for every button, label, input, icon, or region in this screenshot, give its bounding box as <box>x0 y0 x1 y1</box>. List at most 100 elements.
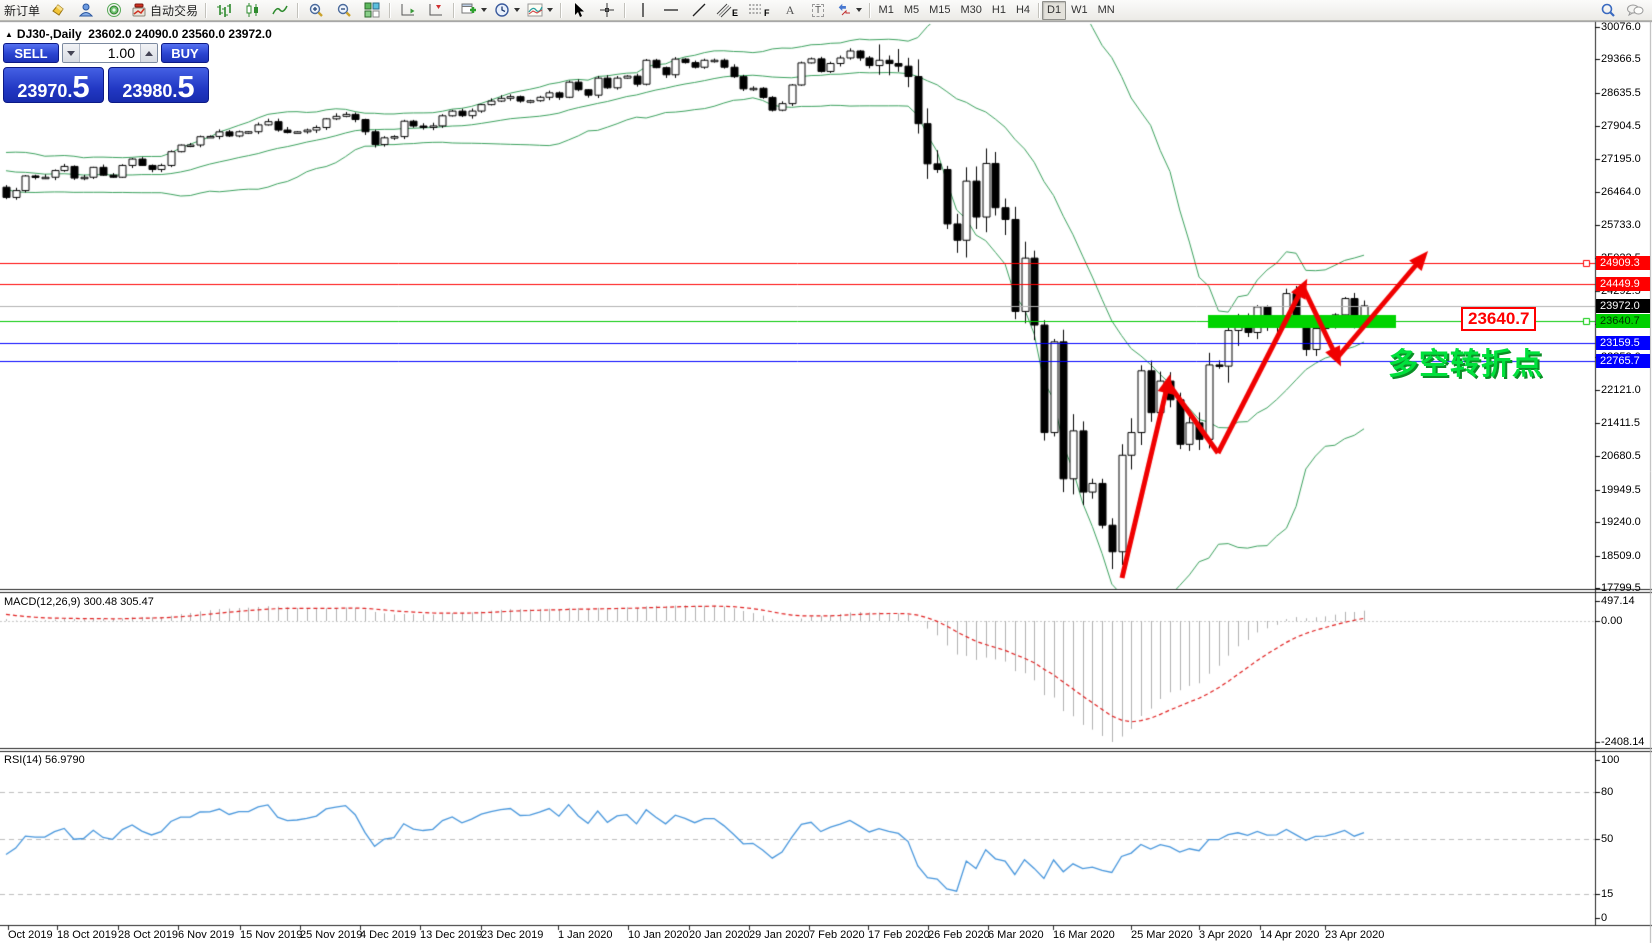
price-tick-label: 26464.0 <box>1601 186 1641 199</box>
gold-tag-icon <box>50 2 66 18</box>
sell-price-dot: . <box>67 81 73 101</box>
text-button[interactable]: A <box>777 0 804 21</box>
price-annotation-box[interactable]: 23640.7 <box>1461 307 1537 331</box>
rsi-tick-label: 0 <box>1601 912 1608 924</box>
chevron-down-icon <box>547 8 554 12</box>
trendline-button[interactable] <box>685 0 712 21</box>
terminal-button[interactable] <box>44 0 71 21</box>
timeframe-button-M30[interactable]: M30 <box>960 4 982 16</box>
date-tick-label: 23 Dec 2019 <box>481 929 544 941</box>
date-tick-label: 10 Jan 2020 <box>628 929 689 941</box>
zoom-in-button[interactable] <box>302 0 329 21</box>
sell-price-frac: 5 <box>72 69 90 104</box>
chat-icon <box>1626 2 1644 18</box>
fibo-letter: F <box>764 8 770 18</box>
new-chart-button[interactable] <box>458 0 490 21</box>
date-tick-label: 16 Mar 2020 <box>1053 929 1115 941</box>
periods-button[interactable] <box>491 0 523 21</box>
macd-tick-label: -2408.14 <box>1601 736 1645 748</box>
fibonacci-button[interactable]: F <box>745 0 776 21</box>
toolbar-separator <box>297 2 299 18</box>
date-tick-label: 20 Jan 2020 <box>689 929 750 941</box>
tile-windows-icon <box>364 2 380 18</box>
zoom-out-button[interactable] <box>330 0 357 21</box>
vertical-line-button[interactable] <box>629 0 656 21</box>
price-tick-label: 22121.0 <box>1601 384 1641 397</box>
algo-trading-button[interactable]: 自动交易 <box>128 0 201 21</box>
arrows-icon <box>836 2 852 18</box>
timeframe-button-H4[interactable]: H4 <box>1015 4 1031 16</box>
buy-price-dot: . <box>172 81 178 101</box>
rsi-tick-label: 100 <box>1601 754 1620 766</box>
arrows-button[interactable] <box>833 0 865 21</box>
date-tick-label: 1 Jan 2020 <box>558 929 613 941</box>
connection-button[interactable] <box>100 0 127 21</box>
cursor-button[interactable] <box>565 0 592 21</box>
symbol-period-label: DJ30-,Daily <box>16 27 82 41</box>
macd-indicator-label: MACD(12,26,9) 300.48 305.47 <box>4 596 154 608</box>
buy-button[interactable]: BUY <box>161 43 209 63</box>
toolbar-separator <box>389 2 391 18</box>
auto-scroll-icon <box>400 2 416 18</box>
timeframe-button-H1[interactable]: H1 <box>991 4 1006 16</box>
sell-button[interactable]: SELL <box>3 43 59 63</box>
chart-shift-button[interactable] <box>422 0 449 21</box>
one-click-trading-panel: SELL 1.00 BUY 23970. 5 23980. 5 <box>3 43 209 103</box>
volume-field[interactable]: 1.00 <box>107 45 135 61</box>
horizontal-line-icon <box>663 2 679 18</box>
price-tick-label: 18509.0 <box>1601 549 1641 562</box>
date-tick-label: 25 Nov 2019 <box>300 929 363 941</box>
line-chart-mode-button[interactable] <box>266 0 293 21</box>
new-chart-icon <box>461 2 477 18</box>
date-tick-label: 6 Mar 2020 <box>988 929 1044 941</box>
sell-price-tile[interactable]: 23970. 5 <box>3 67 104 103</box>
date-tick-label: Oct 2019 <box>8 929 53 941</box>
equidistant-channel-button[interactable]: E <box>713 0 744 21</box>
timeframe-button-M5[interactable]: M5 <box>903 4 920 16</box>
toolbar-separator <box>560 2 562 18</box>
timeframe-button-W1[interactable]: W1 <box>1071 4 1088 16</box>
new-order-button[interactable]: 新订单 <box>1 0 43 21</box>
volume-increase-button[interactable] <box>140 44 157 62</box>
indicators-button[interactable] <box>524 0 556 21</box>
price-level-badge: 23640.7 <box>1596 314 1650 329</box>
window-marker-icon: ▲ <box>5 30 13 39</box>
timeframe-button-MN[interactable]: MN <box>1097 4 1115 16</box>
text-label-button[interactable]: T <box>805 0 832 21</box>
tile-windows-button[interactable] <box>358 0 385 21</box>
buy-price-tile[interactable]: 23980. 5 <box>108 67 209 103</box>
horizontal-line-button[interactable] <box>657 0 684 21</box>
toolbar-separator <box>1038 2 1040 18</box>
timeframe-button-M1[interactable]: M1 <box>878 4 894 16</box>
toolbar: 新订单 自动交易 <box>0 0 1652 21</box>
chart-shift-icon <box>428 2 444 18</box>
indicators-icon <box>527 2 543 18</box>
crosshair-button[interactable] <box>593 0 620 21</box>
volume-decrease-button[interactable] <box>63 44 80 62</box>
buy-price-frac: 5 <box>177 69 195 104</box>
date-tick-label: 17 Feb 2020 <box>868 929 930 941</box>
caret-down-icon <box>67 50 75 56</box>
date-tick-label: 3 Apr 2020 <box>1199 929 1253 941</box>
auto-scroll-button[interactable] <box>394 0 421 21</box>
toolbar-separator <box>624 2 626 18</box>
market-watch-button[interactable] <box>72 0 99 21</box>
clock-icon <box>494 2 510 18</box>
chevron-down-icon <box>514 8 521 12</box>
timeframe-button-M15[interactable]: M15 <box>929 4 951 16</box>
price-tick-label: 19949.5 <box>1601 483 1641 496</box>
ohlc-values: 23602.0 24090.0 23560.0 23972.0 <box>88 27 272 41</box>
bars-icon <box>216 2 232 18</box>
search-button[interactable] <box>1594 0 1621 21</box>
turning-point-annotation[interactable]: 多空转折点 <box>1388 348 1543 381</box>
price-level-badge: 23972.0 <box>1596 298 1650 313</box>
chart-title: ▲ DJ30-,Daily 23602.0 24090.0 23560.0 239… <box>5 27 272 41</box>
timeframe-button-D1[interactable]: D1 <box>1042 0 1067 20</box>
date-tick-label: 14 Apr 2020 <box>1260 929 1320 941</box>
bar-chart-mode-button[interactable] <box>210 0 237 21</box>
candlestick-mode-button[interactable] <box>238 0 265 21</box>
chevron-down-icon <box>481 8 488 12</box>
rsi-tick-label: 50 <box>1601 833 1614 845</box>
chat-button[interactable] <box>1621 0 1648 21</box>
